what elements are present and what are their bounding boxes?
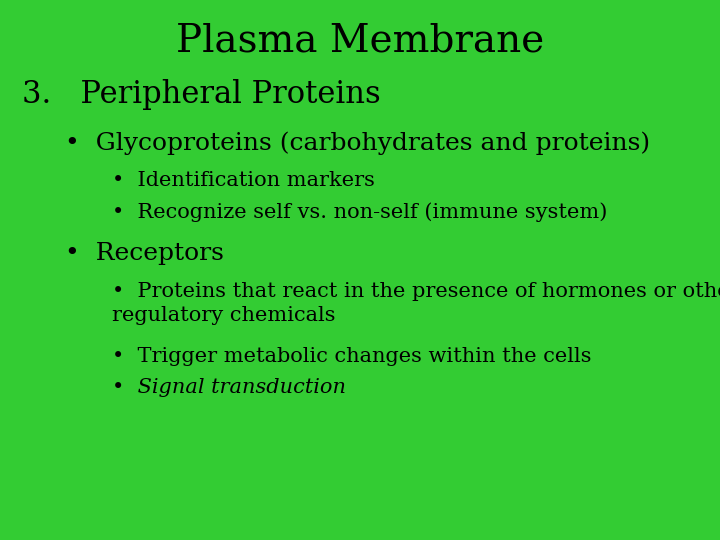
Text: •  Glycoproteins (carbohydrates and proteins): • Glycoproteins (carbohydrates and prote… <box>65 131 650 155</box>
Text: Plasma Membrane: Plasma Membrane <box>176 22 544 59</box>
Text: 3.   Peripheral Proteins: 3. Peripheral Proteins <box>22 79 380 110</box>
Text: •  Proteins that react in the presence of hormones or other
regulatory chemicals: • Proteins that react in the presence of… <box>112 282 720 325</box>
Text: •  Trigger metabolic changes within the cells: • Trigger metabolic changes within the c… <box>112 347 591 366</box>
Text: •  Identification markers: • Identification markers <box>112 171 374 191</box>
Text: •  Recognize self vs. non-self (immune system): • Recognize self vs. non-self (immune sy… <box>112 202 607 222</box>
Text: •  Signal transduction: • Signal transduction <box>112 377 346 397</box>
Text: •  Receptors: • Receptors <box>65 242 224 265</box>
